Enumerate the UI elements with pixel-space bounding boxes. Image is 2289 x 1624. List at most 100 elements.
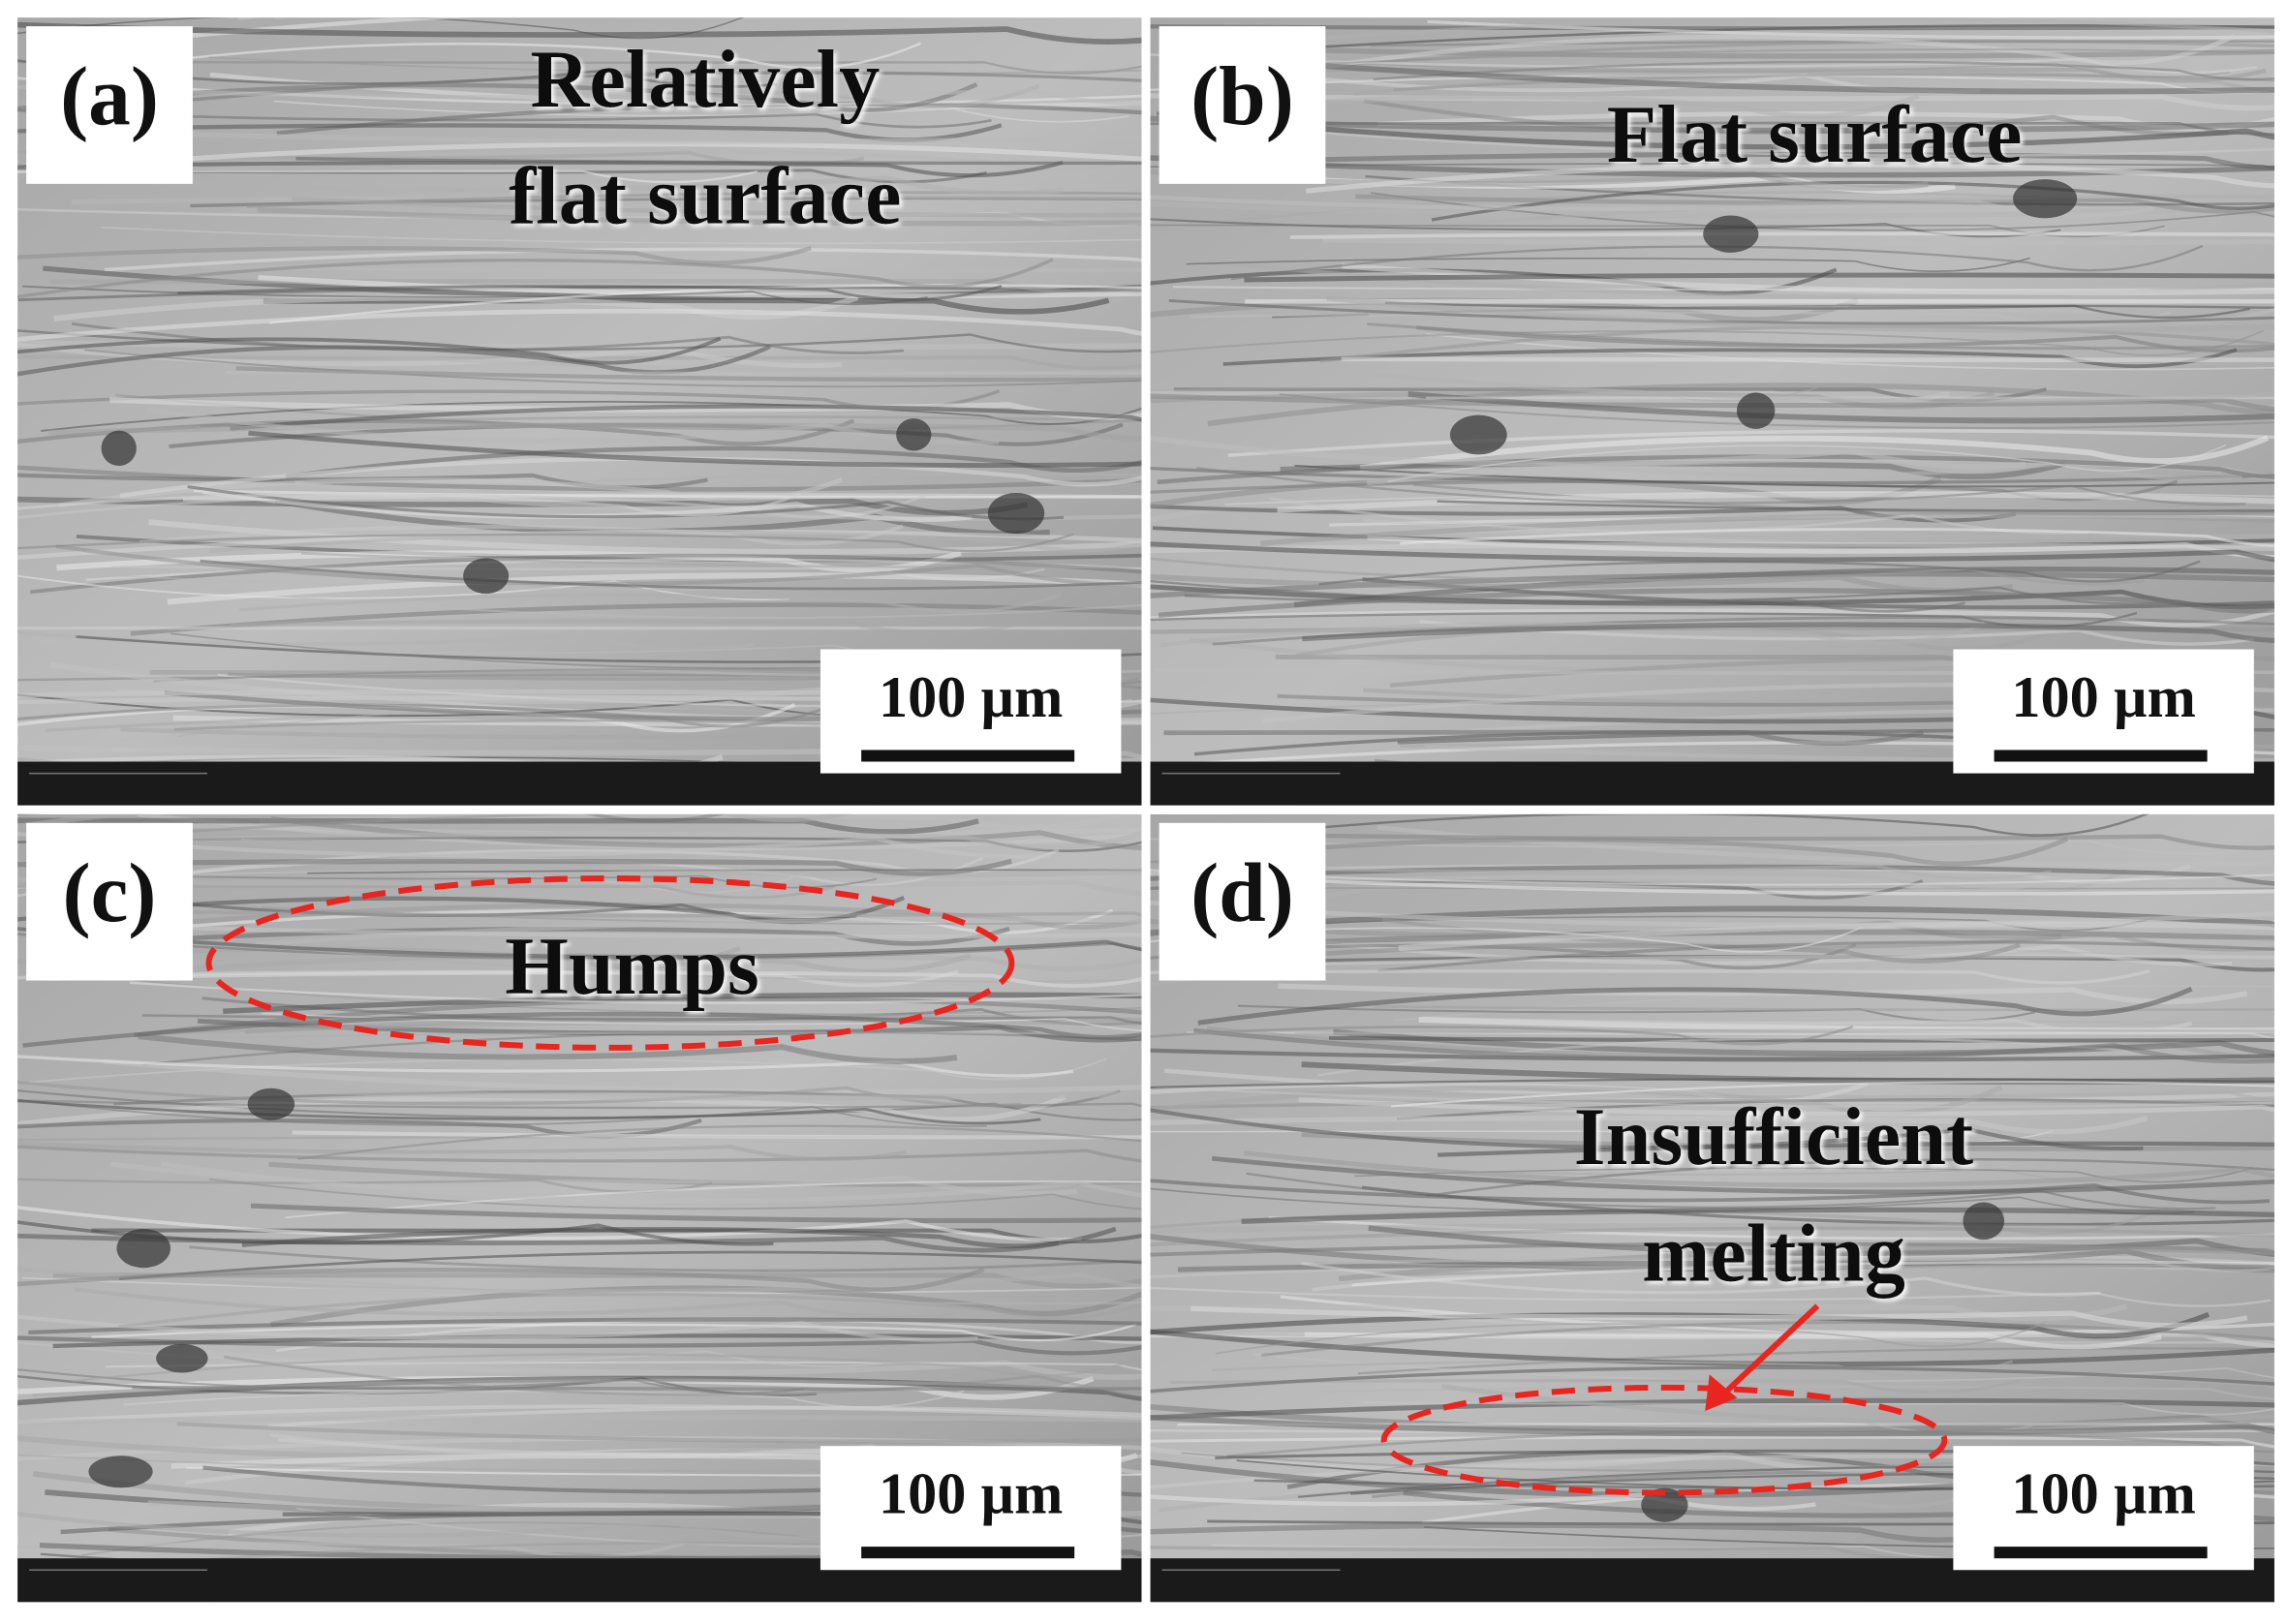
melt-track-streak — [1207, 383, 2274, 427]
melt-track-streak — [17, 1098, 987, 1127]
surface-pore — [463, 558, 510, 595]
melt-track-streak — [1191, 929, 2274, 950]
melt-track-streak — [1261, 1320, 2274, 1358]
melt-track-streak — [1260, 512, 2274, 546]
surface-pore — [101, 430, 137, 467]
scale-bar — [1994, 1547, 2208, 1559]
melt-track-streak — [187, 485, 1065, 521]
melt-track-streak — [275, 1317, 1142, 1353]
melt-track-streak — [125, 831, 1142, 850]
melt-track-streak — [106, 1361, 1142, 1371]
defect-outline — [1380, 1384, 1948, 1496]
melt-track-streak — [1354, 1167, 2253, 1183]
melt-track-streak — [1305, 162, 2274, 194]
melt-track-streak — [17, 703, 836, 728]
melt-track-streak — [1150, 24, 2274, 31]
melt-track-streak — [1150, 1329, 2274, 1367]
melt-track-streak — [1150, 1435, 2274, 1449]
melt-track-streak — [215, 588, 1142, 620]
melt-track-streak — [104, 247, 1142, 272]
melt-track-streak — [239, 593, 1062, 614]
scale-bar-text: 100 µm — [2011, 1462, 2195, 1527]
melt-track-streak — [103, 1058, 1142, 1095]
melt-track-streak — [1437, 500, 2274, 512]
melt-track-streak — [1212, 1360, 2013, 1377]
melt-track-streak — [1294, 1028, 2274, 1036]
melt-track-streak — [189, 1245, 1142, 1272]
melt-track-streak — [208, 56, 1142, 75]
melt-track-streak — [1150, 297, 1860, 323]
melt-track-streak — [17, 1368, 805, 1394]
panel-label: (d) — [1191, 845, 1294, 939]
micrograph-panel: (b) Flat surface 100 µm — [1150, 17, 2274, 806]
melt-track-streak — [1150, 1025, 1854, 1046]
melt-track-streak — [1150, 1365, 2274, 1394]
panel-label: (b) — [1191, 49, 1294, 143]
melt-track-streak — [17, 258, 1054, 299]
arrow-head — [1705, 1374, 1738, 1412]
melt-track-streak — [28, 1317, 1142, 1334]
melt-track-streak — [1212, 616, 2274, 646]
melt-track-streak — [1318, 560, 2201, 586]
melt-track-streak — [17, 308, 1142, 342]
melt-track-streak — [1289, 231, 2274, 239]
melt-track-streak — [267, 1405, 1142, 1428]
melt-track-streak — [17, 344, 771, 377]
surface-pore — [987, 492, 1045, 535]
melt-track-streak — [1163, 729, 1924, 747]
melt-track-streak — [1150, 467, 2274, 485]
melt-track-streak — [1301, 1261, 2101, 1297]
panel-label-box — [26, 26, 193, 184]
melt-track-streak — [100, 226, 1142, 245]
melt-track-streak — [17, 1099, 1041, 1125]
melt-track-streak — [17, 336, 722, 365]
micrograph-panel: (d) Insufficient melting 100 µm — [1150, 813, 2274, 1603]
melt-track-streak — [17, 1080, 1022, 1108]
melt-track-streak — [123, 1390, 965, 1409]
melt-track-streak — [170, 925, 1142, 939]
panel-label: (a) — [60, 49, 159, 143]
melt-track-streak — [296, 1124, 1142, 1160]
melt-track-streak — [258, 275, 1142, 299]
panel-label-box — [1159, 822, 1326, 981]
scale-bar-text: 100 µm — [879, 1462, 1063, 1527]
melt-track-streak — [1376, 825, 2274, 867]
melt-track-streak — [292, 196, 1142, 218]
melt-track-streak — [1187, 813, 2150, 843]
melt-track-streak — [241, 1086, 1142, 1101]
melt-track-streak — [1407, 390, 2274, 424]
melt-track-streak — [295, 157, 1142, 166]
melt-track-streak — [1186, 257, 2030, 272]
melt-track-streak — [1150, 1286, 2272, 1307]
melt-track-streak — [22, 1011, 1142, 1048]
melt-track-streak — [1150, 570, 2274, 598]
surface-pore — [247, 1088, 295, 1120]
melt-track-streak — [274, 498, 1050, 536]
melt-track-streak — [1333, 534, 2274, 539]
melt-track-streak — [1277, 491, 2274, 513]
melt-track-streak — [1241, 1207, 2274, 1224]
melt-track-streak — [17, 1404, 1142, 1425]
surface-pore — [1641, 1487, 1688, 1522]
melt-track-streak — [71, 1031, 1142, 1042]
melt-track-streak — [130, 602, 1142, 636]
melt-track-streak — [1245, 298, 2274, 304]
melt-track-streak — [1368, 306, 2274, 324]
melt-track-streak — [1422, 1016, 2193, 1035]
melt-track-streak — [17, 1055, 1074, 1078]
melt-track-streak — [1314, 1261, 2274, 1277]
melt-track-streak — [1150, 479, 2179, 502]
melt-track-streak — [1426, 333, 2274, 371]
melt-track-streak — [1215, 1322, 2045, 1355]
melt-track-streak — [1173, 286, 2274, 291]
melt-track-streak — [1363, 1401, 2274, 1416]
melt-track-streak — [1398, 921, 2274, 952]
melt-track-streak — [17, 529, 1142, 560]
melt-track-streak — [17, 285, 1142, 302]
melt-track-streak — [160, 1161, 1142, 1204]
melt-track-streak — [1399, 1313, 2274, 1344]
melt-track-streak — [250, 1203, 1142, 1224]
melt-track-streak — [17, 933, 1142, 961]
melt-track-streak — [1301, 1061, 2274, 1085]
